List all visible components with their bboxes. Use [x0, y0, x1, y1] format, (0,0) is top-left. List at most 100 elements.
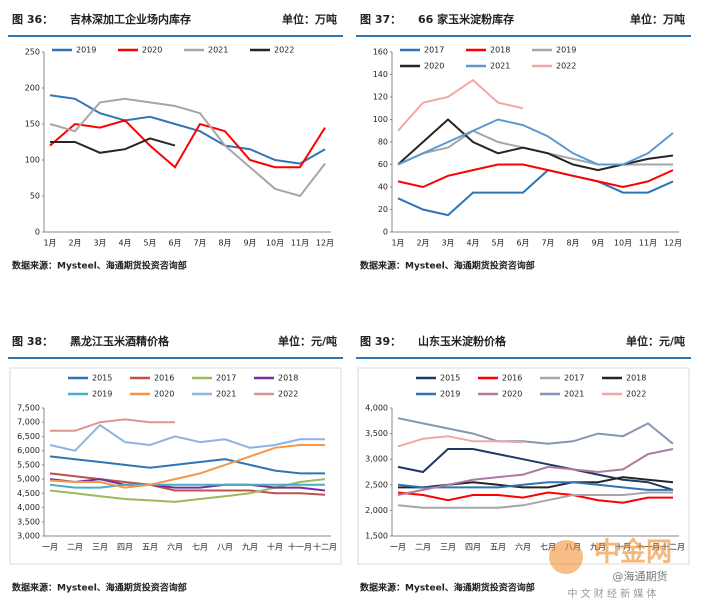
y-tick-label: 5,000 — [17, 475, 40, 484]
source-note: 数据来源：Mysteel、海通期货投资咨询部 — [360, 260, 535, 272]
figure-label: 图 37： — [360, 13, 401, 26]
watermark-tagline: 中 文 财 经 新 媒 体 — [567, 587, 656, 600]
legend-label: 2020 — [502, 390, 522, 399]
y-tick-label: 7,500 — [17, 404, 40, 413]
source-note: 数据来源：Mysteel、海通期货投资咨询部 — [12, 582, 187, 594]
x-tick-label: 8月 — [566, 239, 579, 248]
x-tick-label: 十二月 — [313, 542, 337, 552]
y-tick-label: 60 — [378, 160, 388, 169]
series-line — [397, 163, 674, 189]
legend-label: 2016 — [154, 374, 174, 383]
y-tick-label: 6,000 — [17, 446, 40, 455]
x-tick-label: 六月 — [515, 542, 531, 552]
figure-label: 图 38： — [12, 335, 53, 348]
figure-label: 图 36： — [12, 13, 53, 26]
series-line — [397, 129, 673, 166]
unit-label: 单位：万吨 — [630, 12, 685, 26]
x-tick-label: 5月 — [143, 239, 156, 248]
legend-label: 2020 — [424, 62, 444, 71]
x-tick-label: 9月 — [591, 239, 604, 248]
legend-label: 2022 — [556, 62, 576, 71]
y-tick-label: 120 — [373, 93, 388, 102]
x-tick-label: 11月 — [639, 239, 657, 248]
source-note: 数据来源：Mysteel、海通期货投资咨询部 — [360, 582, 535, 594]
watermark-logo-icon — [549, 540, 583, 574]
y-tick-label: 150 — [25, 120, 40, 129]
y-tick-label: 4,500 — [17, 489, 40, 498]
legend-label: 2016 — [502, 374, 522, 383]
series-line — [49, 423, 325, 452]
unit-label: 单位：元/吨 — [626, 334, 685, 348]
x-tick-label: 4月 — [118, 239, 131, 248]
y-tick-label: 7,000 — [17, 418, 40, 427]
legend-label: 2022 — [274, 46, 294, 55]
x-tick-label: 一月 — [42, 543, 58, 552]
x-tick-label: 十二月 — [661, 542, 685, 552]
legend-label: 2015 — [440, 374, 460, 383]
legend-label: 2018 — [278, 374, 298, 383]
legend-label: 2019 — [440, 390, 460, 399]
y-tick-label: 100 — [25, 156, 40, 165]
source-note: 数据来源：Mysteel、海通期货投资咨询部 — [12, 260, 187, 272]
x-tick-label: 6月 — [168, 239, 181, 248]
series-line — [397, 491, 673, 509]
legend-label: 2021 — [216, 390, 236, 399]
y-tick-label: 80 — [378, 138, 388, 147]
x-tick-label: 7月 — [193, 239, 206, 248]
x-tick-label: 3月 — [93, 239, 106, 248]
chart-title: 黑龙江玉米酒精价格 — [70, 334, 170, 348]
legend-label: 2022 — [626, 390, 646, 399]
series-line — [49, 478, 326, 492]
x-tick-label: 6月 — [516, 239, 529, 248]
series-line — [397, 448, 674, 496]
legend-label: 2015 — [92, 374, 112, 383]
x-tick-label: 七月 — [540, 543, 556, 552]
x-tick-label: 1月 — [43, 239, 56, 248]
y-tick-label: 4,000 — [365, 404, 388, 413]
legend-label: 2019 — [556, 46, 576, 55]
series-line — [397, 78, 524, 132]
series-line — [397, 169, 674, 217]
x-tick-label: 十月 — [267, 542, 283, 552]
x-tick-label: 六月 — [167, 542, 183, 552]
x-tick-label: 二月 — [415, 543, 431, 552]
chart-title: 山东玉米淀粉价格 — [418, 334, 507, 348]
x-tick-label: 9月 — [243, 239, 256, 248]
y-tick-label: 4,000 — [17, 503, 40, 512]
y-tick-label: 3,000 — [17, 532, 40, 541]
unit-label: 单位：万吨 — [282, 12, 337, 26]
legend-label: 2021 — [490, 62, 510, 71]
x-tick-label: 十一月 — [288, 542, 312, 552]
x-tick-label: 4月 — [466, 239, 479, 248]
y-tick-label: 20 — [378, 205, 388, 214]
chart-title: 吉林深加工企业场内库存 — [70, 12, 191, 26]
x-tick-label: 五月 — [142, 543, 158, 552]
series-line — [49, 97, 326, 198]
series-line — [397, 417, 674, 445]
series-line — [50, 418, 175, 432]
x-tick-label: 1月 — [391, 239, 404, 248]
x-tick-label: 3月 — [441, 239, 454, 248]
x-tick-label: 八月 — [217, 543, 233, 552]
legend-label: 2022 — [278, 390, 298, 399]
watermark-logo: 中金网 — [594, 537, 672, 568]
series-line — [397, 448, 674, 491]
series-line — [49, 94, 326, 165]
y-tick-label: 140 — [373, 70, 388, 79]
x-tick-label: 10月 — [266, 239, 284, 248]
y-tick-label: 200 — [25, 84, 40, 93]
x-tick-label: 一月 — [390, 543, 406, 552]
y-tick-label: 6,500 — [17, 432, 40, 441]
y-tick-label: 2,000 — [365, 506, 388, 515]
y-tick-label: 50 — [30, 192, 40, 201]
unit-label: 单位：元/吨 — [278, 334, 337, 348]
y-tick-label: 160 — [373, 48, 388, 57]
y-tick-label: 2,500 — [365, 480, 388, 489]
figure-label: 图 39： — [360, 335, 401, 348]
series-line — [49, 455, 325, 475]
watermark-account: @海通期货 — [613, 569, 668, 583]
x-tick-label: 二月 — [67, 543, 83, 552]
plot-frame — [357, 367, 690, 565]
legend-label: 2021 — [208, 46, 228, 55]
